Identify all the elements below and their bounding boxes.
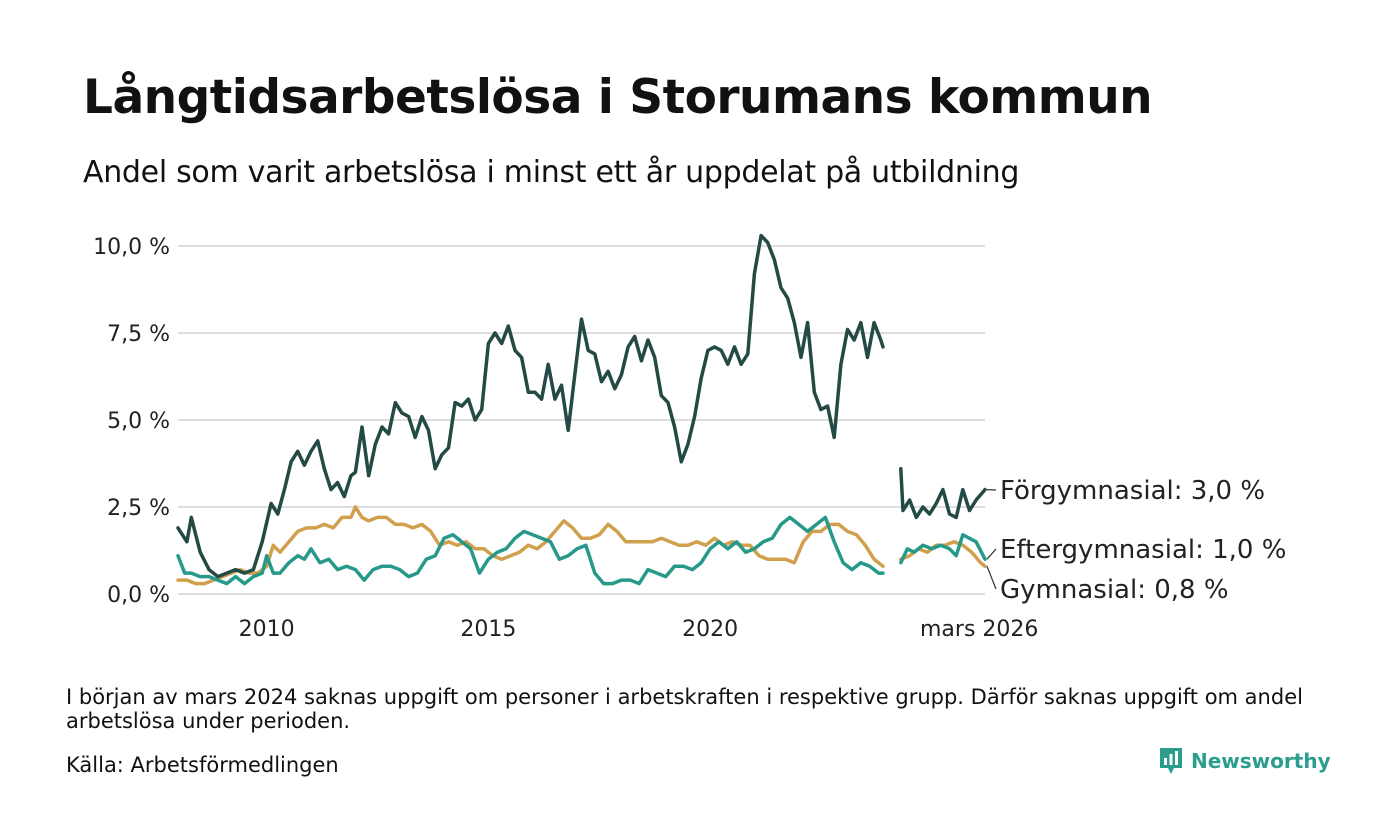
- newsworthy-logo-icon: [1160, 748, 1182, 774]
- line-chart: 0,0 % 2,5 % 5,0 % 7,5 % 10,0 % 2010 2015 2020 m…: [93, 233, 1286, 642]
- y-tick-label: 0,0 %: [107, 583, 170, 608]
- end-label-leader: [986, 565, 997, 590]
- y-tick-label: 5,0 %: [107, 409, 170, 434]
- brand-name: Newsworthy: [1191, 749, 1331, 773]
- series-line-eftergymnasial: [176, 515, 987, 586]
- end-label-forgymnasial: Förgymnasial: 3,0 %: [1000, 476, 1265, 506]
- y-tick-label: 10,0 %: [93, 235, 170, 260]
- series-line-forgymnasial: [176, 233, 987, 579]
- series-lines: [176, 233, 987, 586]
- x-tick-label: 2010: [239, 617, 295, 642]
- chart-subtitle: Andel som varit arbetslösa i minst ett å…: [83, 155, 1020, 190]
- x-tick-label: mars 2026: [920, 617, 1038, 642]
- source-text: Källa: Arbetsförmedlingen: [66, 753, 339, 777]
- footnote: I början av mars 2024 saknas uppgift om …: [66, 685, 1303, 733]
- x-tick-label: 2020: [682, 617, 738, 642]
- end-label-leader: [986, 548, 997, 560]
- x-axis: 2010 2015 2020 mars 2026: [239, 617, 1039, 642]
- brand-logo[interactable]: Newsworthy: [1158, 746, 1331, 776]
- y-tick-label: 7,5 %: [107, 322, 170, 347]
- y-axis: 0,0 % 2,5 % 5,0 % 7,5 % 10,0 %: [93, 235, 170, 608]
- end-label-gymnasial: Gymnasial: 0,8 %: [1000, 575, 1229, 605]
- chart-title: Långtidsarbetslösa i Storumans kommun: [83, 70, 1153, 125]
- y-tick-label: 2,5 %: [107, 496, 170, 521]
- end-label-eftergymnasial: Eftergymnasial: 1,0 %: [1000, 535, 1286, 565]
- end-labels: Förgymnasial: 3,0 % Eftergymnasial: 1,0 %…: [986, 476, 1286, 605]
- x-tick-label: 2015: [460, 617, 516, 642]
